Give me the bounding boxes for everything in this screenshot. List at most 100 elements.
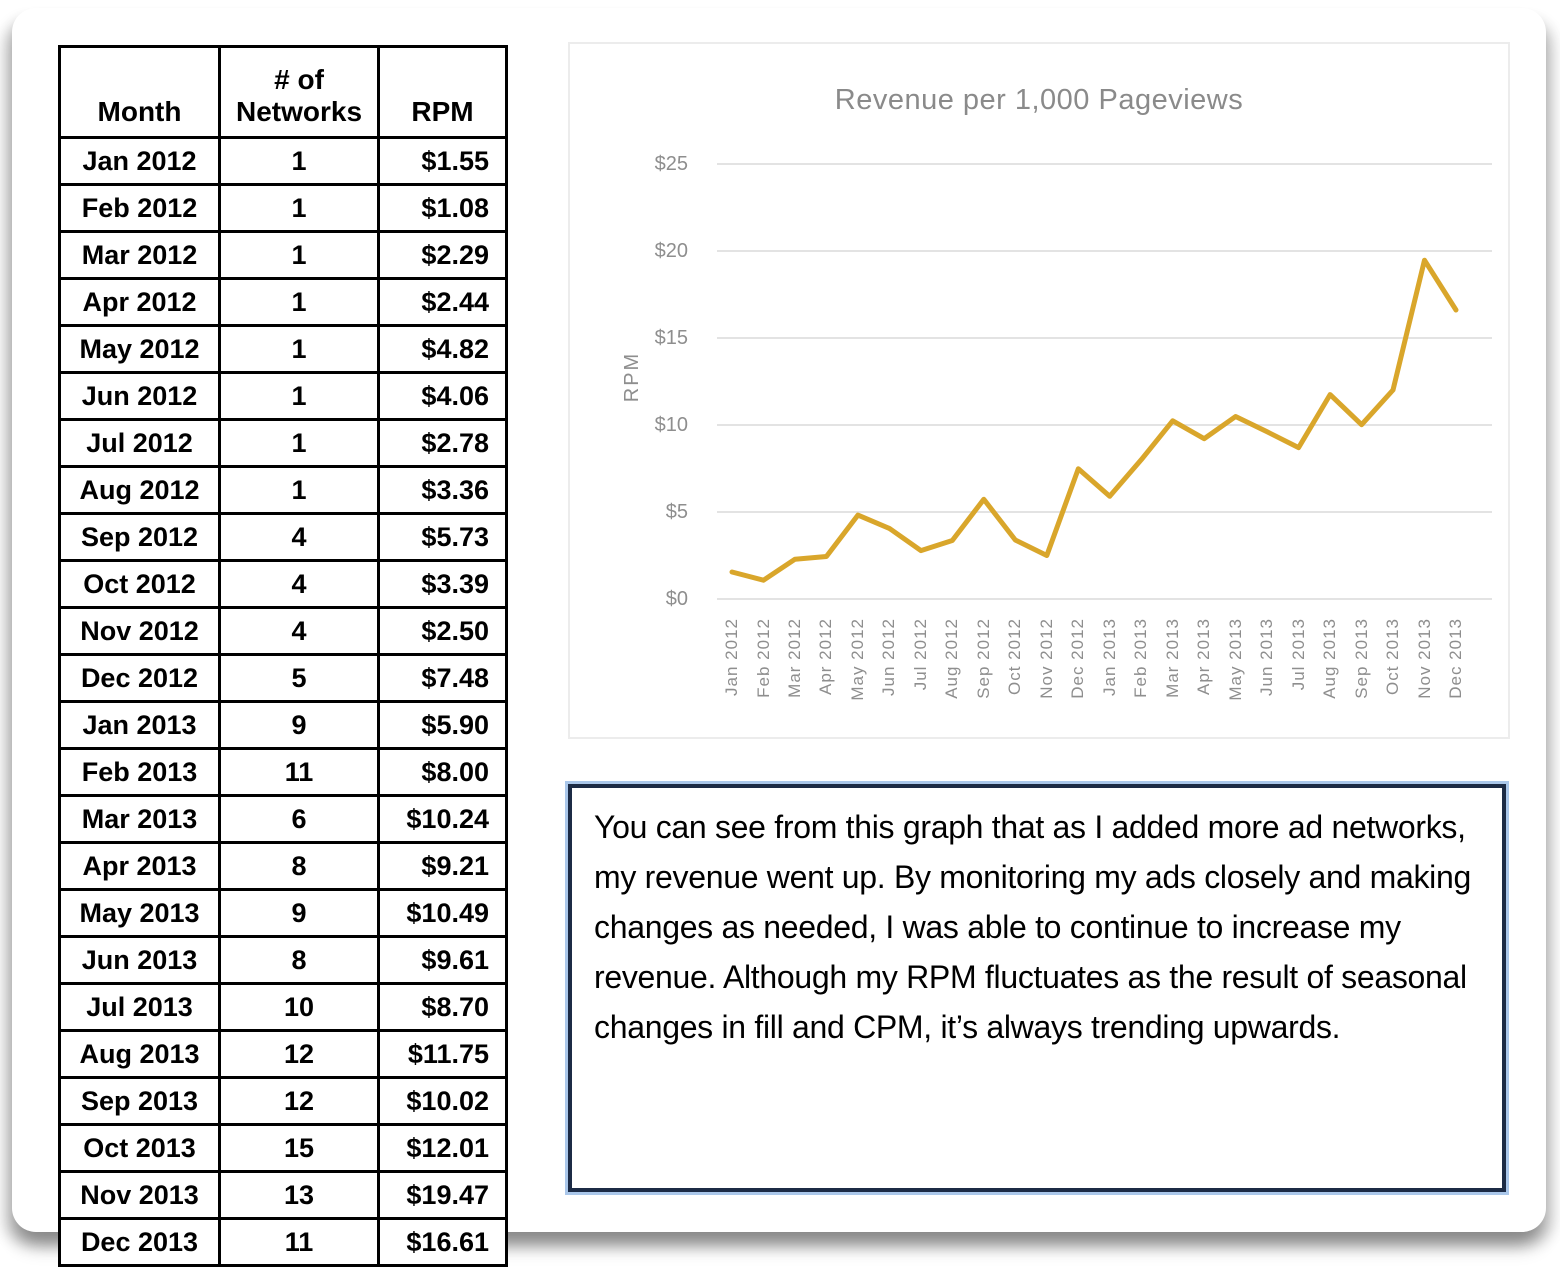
table-row: Mar 2013 6 $10.24 [58, 794, 508, 844]
cell-month: Dec 2013 [58, 1217, 221, 1267]
table-row: Jul 2012 1 $2.78 [58, 418, 508, 468]
rpm-line-chart: Revenue per 1,000 Pageviews RPM $0 $5 $10 $… [568, 42, 1510, 739]
x-tick-label: Sep 2013 [1351, 618, 1371, 699]
cell-rpm: $11.75 [377, 1029, 508, 1079]
table-row: Aug 2013 12 $11.75 [58, 1029, 508, 1079]
cell-networks: 1 [218, 324, 380, 374]
x-tick-label: Mar 2013 [1162, 618, 1182, 698]
x-tick-label: Apr 2012 [816, 618, 836, 695]
table-row: Dec 2012 5 $7.48 [58, 653, 508, 703]
table-row: Apr 2013 8 $9.21 [58, 841, 508, 891]
note-text: You can see from this graph that as I ad… [594, 809, 1471, 1045]
table-row: Jan 2012 1 $1.55 [58, 136, 508, 186]
cell-networks: 6 [218, 794, 380, 844]
table-row: Apr 2012 1 $2.44 [58, 277, 508, 327]
cell-networks: 12 [218, 1076, 380, 1126]
cell-rpm: $12.01 [377, 1123, 508, 1173]
x-tick-label: Nov 2013 [1414, 618, 1434, 699]
table-row: Feb 2013 11 $8.00 [58, 747, 508, 797]
cell-month: Dec 2012 [58, 653, 221, 703]
cell-networks: 8 [218, 935, 380, 985]
table-row: Sep 2012 4 $5.73 [58, 512, 508, 562]
x-tick-label: Feb 2013 [1131, 618, 1151, 698]
x-tick-label: Aug 2012 [942, 618, 962, 699]
cell-month: Jul 2012 [58, 418, 221, 468]
x-tick-label: Jun 2012 [879, 618, 899, 696]
cell-networks: 1 [218, 465, 380, 515]
cell-rpm: $3.36 [377, 465, 508, 515]
cell-networks: 10 [218, 982, 380, 1032]
cell-rpm: $9.61 [377, 935, 508, 985]
x-tick-label: Mar 2012 [785, 618, 804, 698]
chart-plot-area [717, 163, 1492, 600]
x-tick-label: Jun 2013 [1257, 618, 1277, 696]
cell-month: Oct 2012 [58, 559, 221, 609]
cell-networks: 1 [218, 418, 380, 468]
cell-month: Apr 2013 [58, 841, 221, 891]
table-row: Jan 2013 9 $5.90 [58, 700, 508, 750]
cell-rpm: $5.90 [377, 700, 508, 750]
note-box: You can see from this graph that as I ad… [568, 784, 1506, 1192]
table-row: Sep 2013 12 $10.02 [58, 1076, 508, 1126]
chart-title: Revenue per 1,000 Pageviews [834, 84, 1244, 116]
x-tick-label: May 2013 [1225, 618, 1245, 701]
table-header-row: Month # of Networks RPM [58, 45, 508, 139]
cell-rpm: $4.06 [377, 371, 508, 421]
cell-rpm: $2.29 [377, 230, 508, 280]
cell-rpm: $8.70 [377, 982, 508, 1032]
table-row: May 2012 1 $4.82 [58, 324, 508, 374]
cell-networks: 12 [218, 1029, 380, 1079]
y-tick-label: $10 [654, 414, 688, 436]
x-tick-label: Dec 2012 [1068, 618, 1088, 699]
cell-month: Feb 2012 [58, 183, 221, 233]
cell-month: Mar 2012 [58, 230, 221, 280]
cell-rpm: $2.50 [377, 606, 508, 656]
table-row: Oct 2012 4 $3.39 [58, 559, 508, 609]
col-header-rpm: RPM [377, 45, 508, 139]
cell-networks: 4 [218, 512, 380, 562]
x-tick-label: Apr 2013 [1194, 618, 1214, 695]
cell-networks: 9 [218, 700, 380, 750]
table-row: Nov 2013 13 $19.47 [58, 1170, 508, 1220]
cell-rpm: $10.49 [377, 888, 508, 938]
col-header-month: Month [58, 45, 221, 139]
x-tick-label: Jan 2012 [722, 618, 741, 696]
table-row: Jul 2013 10 $8.70 [58, 982, 508, 1032]
cell-month: Jan 2012 [58, 136, 221, 186]
cell-rpm: $16.61 [377, 1217, 508, 1267]
cell-month: Apr 2012 [58, 277, 221, 327]
table-row: Dec 2013 11 $16.61 [58, 1217, 508, 1267]
x-tick-label: Jul 2012 [910, 618, 930, 691]
table-row: Nov 2012 4 $2.50 [58, 606, 508, 656]
table-row: May 2013 9 $10.49 [58, 888, 508, 938]
x-tick-label: Feb 2012 [753, 618, 773, 698]
cell-networks: 1 [218, 183, 380, 233]
cell-networks: 4 [218, 559, 380, 609]
x-tick-label: Oct 2013 [1383, 618, 1402, 695]
cell-month: Mar 2013 [58, 794, 221, 844]
cell-month: Oct 2013 [58, 1123, 221, 1173]
table-row: Jun 2012 1 $4.06 [58, 371, 508, 421]
y-tick-label: $25 [654, 153, 688, 175]
cell-networks: 1 [218, 136, 380, 186]
cell-rpm: $3.39 [377, 559, 508, 609]
cell-month: Aug 2013 [58, 1029, 221, 1079]
cell-month: Nov 2012 [58, 606, 221, 656]
cell-networks: 1 [218, 230, 380, 280]
cell-networks: 11 [218, 747, 380, 797]
cell-networks: 8 [218, 841, 380, 891]
y-tick-label: $5 [665, 501, 688, 523]
x-tick-label: Jan 2013 [1099, 618, 1119, 696]
rpm-table: Month # of Networks RPM Jan 2012 1 $1.55… [58, 45, 508, 1267]
x-tick-label: Jul 2013 [1288, 618, 1308, 691]
cell-month: May 2013 [58, 888, 221, 938]
cell-month: Jul 2013 [58, 982, 221, 1032]
cell-rpm: $9.21 [377, 841, 508, 891]
y-tick-label: $20 [654, 240, 688, 262]
x-tick-label: Dec 2013 [1446, 618, 1465, 699]
cell-month: Jun 2012 [58, 371, 221, 421]
x-tick-label: Oct 2012 [1005, 618, 1025, 695]
cell-networks: 1 [218, 277, 380, 327]
x-tick-label: Nov 2012 [1036, 618, 1056, 699]
cell-rpm: $19.47 [377, 1170, 508, 1220]
